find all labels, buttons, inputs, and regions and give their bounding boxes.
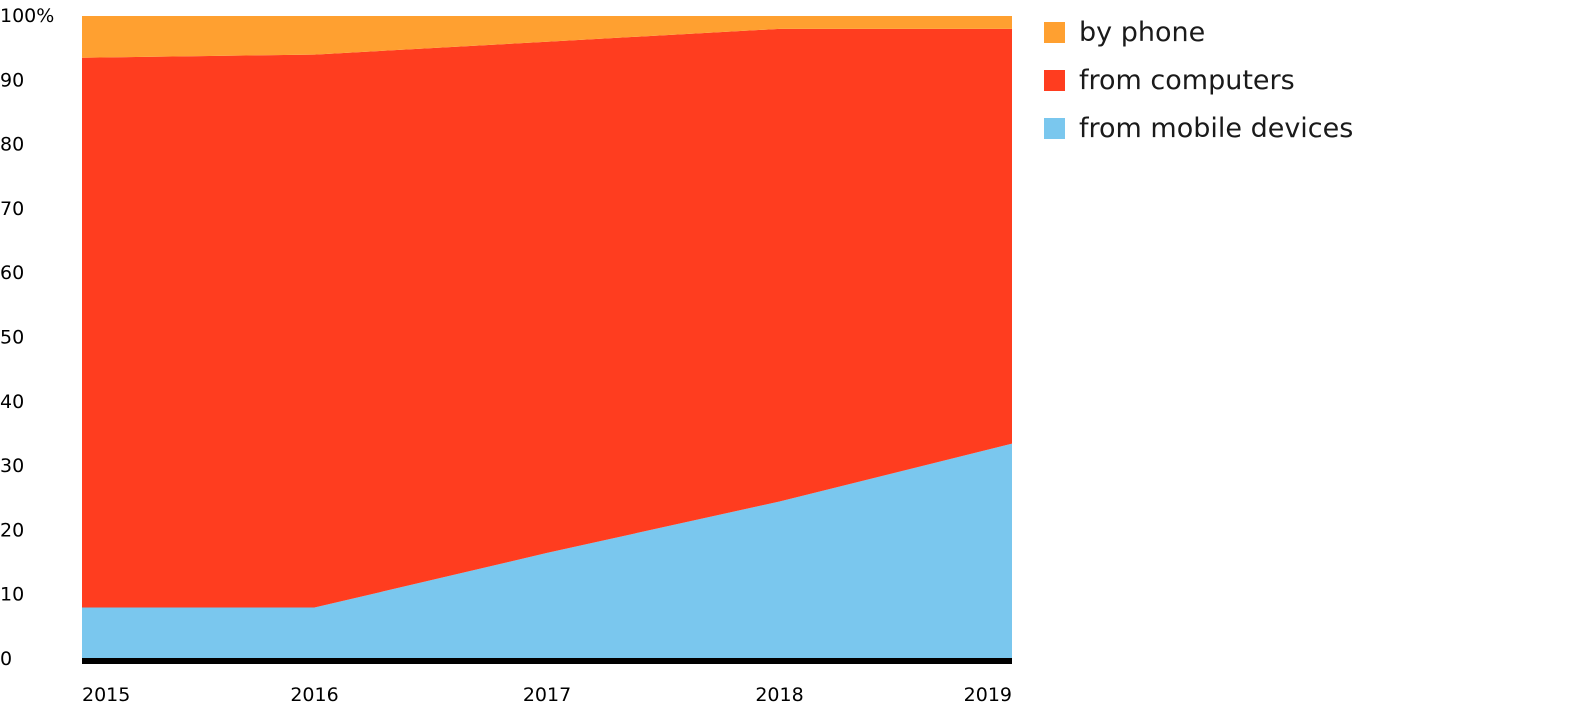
legend-item-from-computers: from computers <box>1044 56 1353 104</box>
legend: by phone from computers from mobile devi… <box>1044 8 1353 152</box>
y-tick-label: 20 <box>0 519 24 541</box>
area-by-phone <box>82 16 1012 58</box>
legend-swatch-from-mobile-devices <box>1044 117 1065 139</box>
area-from-mobile-devices <box>82 443 1012 659</box>
y-axis-tick-labels: 0 10 20 30 40 50 60 70 80 90 100% <box>0 5 54 670</box>
y-tick-label: 30 <box>0 455 24 477</box>
area-layers <box>82 16 1012 659</box>
y-tick-label: 40 <box>0 391 24 413</box>
y-tick-label: 10 <box>0 584 24 606</box>
y-tick-label: 0 <box>0 648 12 670</box>
x-tick-label: 2018 <box>755 684 803 706</box>
y-tick-label: 80 <box>0 134 24 156</box>
legend-label-from-mobile-devices: from mobile devices <box>1079 112 1354 144</box>
legend-swatch-from-computers <box>1044 69 1065 91</box>
legend-item-by-phone: by phone <box>1044 8 1353 56</box>
y-tick-label: 50 <box>0 327 24 349</box>
y-tick-label: 60 <box>0 262 24 284</box>
legend-item-from-mobile-devices: from mobile devices <box>1044 104 1353 152</box>
x-tick-label: 2017 <box>523 684 571 706</box>
y-tick-label: 70 <box>0 198 24 220</box>
x-axis-tick-labels: 2015 2016 2017 2018 2019 <box>82 684 1012 706</box>
x-tick-label: 2016 <box>290 684 338 706</box>
x-axis-baseline <box>82 658 1012 664</box>
x-tick-label: 2015 <box>82 684 130 706</box>
legend-label-from-computers: from computers <box>1079 64 1295 96</box>
y-tick-label: 100% <box>0 5 54 27</box>
legend-label-by-phone: by phone <box>1079 16 1206 48</box>
y-tick-label: 90 <box>0 69 24 91</box>
x-tick-label: 2019 <box>964 684 1012 706</box>
legend-swatch-by-phone <box>1044 21 1065 43</box>
area-from-computers <box>82 28 1012 608</box>
